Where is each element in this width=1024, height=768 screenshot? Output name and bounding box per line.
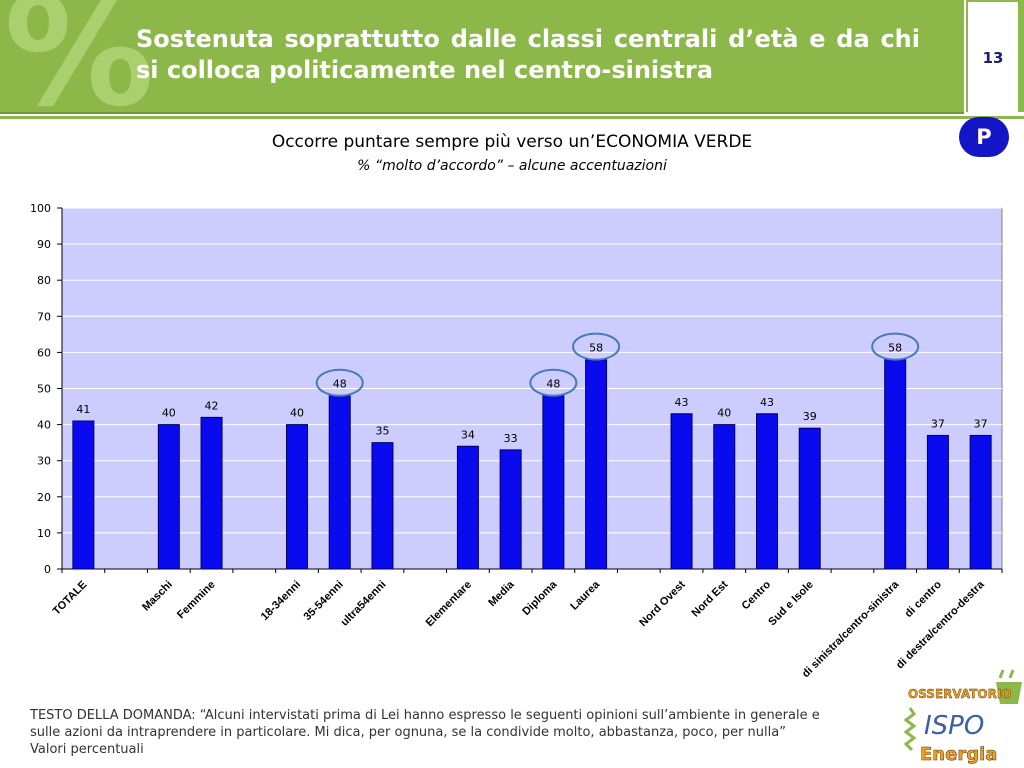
data-label: 39 <box>803 410 817 423</box>
question-text: TESTO DELLA DOMANDA: “Alcuni intervistat… <box>30 707 910 758</box>
data-label: 40 <box>290 407 304 420</box>
logo-energia: Energia <box>920 744 997 765</box>
bar <box>456 445 479 570</box>
category-label: Media <box>486 578 517 609</box>
data-label: 43 <box>675 396 689 409</box>
data-label: 58 <box>589 342 603 355</box>
bar <box>585 359 608 570</box>
category-label: Sud e Isole <box>766 579 816 629</box>
y-tick-label: 60 <box>37 346 51 359</box>
category-label: di sinistra/centro-sinistra <box>800 578 902 680</box>
osservatorio-ispo-energia-logo: OSSERVATORIO ISPO Energia <box>903 669 1022 765</box>
bar <box>499 449 522 570</box>
bar <box>542 395 565 570</box>
bar <box>72 420 95 570</box>
question-line-1: TESTO DELLA DOMANDA: “Alcuni intervistat… <box>30 708 820 723</box>
y-tick-label: 40 <box>37 419 51 432</box>
y-tick-label: 20 <box>37 491 51 504</box>
category-label: ultra54enni <box>339 579 389 629</box>
y-tick-label: 50 <box>37 383 51 396</box>
data-label: 34 <box>461 428 475 441</box>
question-line-3: Valori percentuali <box>30 742 144 757</box>
bar <box>884 359 907 570</box>
data-label: 43 <box>760 396 774 409</box>
logo-ispo: ISPO <box>924 711 984 741</box>
category-label: Maschi <box>140 579 175 614</box>
question-line-2: sulle azioni da intraprendere in partico… <box>30 725 786 740</box>
bar <box>670 413 693 570</box>
data-label: 37 <box>931 417 945 430</box>
category-label: Centro <box>740 578 774 612</box>
y-tick-label: 80 <box>37 274 51 287</box>
data-label: 35 <box>375 425 389 438</box>
category-label: di destra/centro-destra <box>894 578 987 671</box>
y-tick-label: 90 <box>37 238 51 251</box>
data-label: 40 <box>717 407 731 420</box>
category-label: Elementare <box>424 579 474 629</box>
data-label: 48 <box>333 378 347 391</box>
highlight-ring <box>529 368 578 397</box>
bar <box>286 424 308 570</box>
header-divider <box>964 0 966 112</box>
header-bar: % Sostenuta soprattutto dalle classi cen… <box>0 0 964 128</box>
category-label: 18-34enni <box>259 579 303 623</box>
bar <box>969 434 992 570</box>
bar-chart: 0 10 20 30 40 50 60 70 80 90 100 41 TOTALE 40 Maschi 42… <box>30 202 1003 680</box>
y-tick-label: 100 <box>30 202 51 215</box>
bar <box>713 424 736 570</box>
p-badge: P <box>959 117 1009 157</box>
category-label: 35-54enni <box>301 579 345 623</box>
header-underline <box>0 116 1024 119</box>
logo-osservatorio: OSSERVATORIO <box>908 687 1012 701</box>
y-tick-label: 70 <box>37 310 51 323</box>
bar <box>798 427 821 570</box>
y-tick-label: 0 <box>44 563 51 576</box>
data-label: 37 <box>974 417 988 430</box>
category-label: Nord Ovest <box>637 578 688 629</box>
y-tick-label: 30 <box>37 455 51 468</box>
bar <box>756 413 778 570</box>
data-label: 48 <box>546 378 560 391</box>
category-label: Laurea <box>568 578 603 613</box>
bar <box>157 424 180 570</box>
data-label: 58 <box>888 342 902 355</box>
data-label: 33 <box>504 432 518 445</box>
category-label: Femmine <box>175 579 218 622</box>
data-label: 40 <box>162 407 176 420</box>
category-label: di centro <box>903 578 945 620</box>
page-number-box: 13 <box>968 2 1018 112</box>
bar <box>328 395 351 570</box>
bar <box>926 434 949 570</box>
page-number: 13 <box>982 49 1004 67</box>
slide-title: Sostenuta soprattutto dalle classi centr… <box>136 25 920 84</box>
bar <box>200 416 223 570</box>
highlight-ring <box>315 368 364 397</box>
y-tick-label: 10 <box>37 527 51 540</box>
data-label: 41 <box>76 403 90 416</box>
category-label: Nord Est <box>689 578 730 619</box>
chart-subtitle: % “molto d’accordo” – alcune accentuazio… <box>357 158 667 174</box>
bar <box>371 442 394 570</box>
data-label: 42 <box>205 399 219 412</box>
category-label: Diploma <box>520 578 560 618</box>
highlight-ring <box>871 332 920 361</box>
chart-title: Occorre puntare sempre più verso un’ECON… <box>271 132 753 152</box>
percent-watermark: % <box>4 0 155 140</box>
highlight-ring <box>572 332 621 361</box>
category-label: TOTALE <box>51 579 90 618</box>
